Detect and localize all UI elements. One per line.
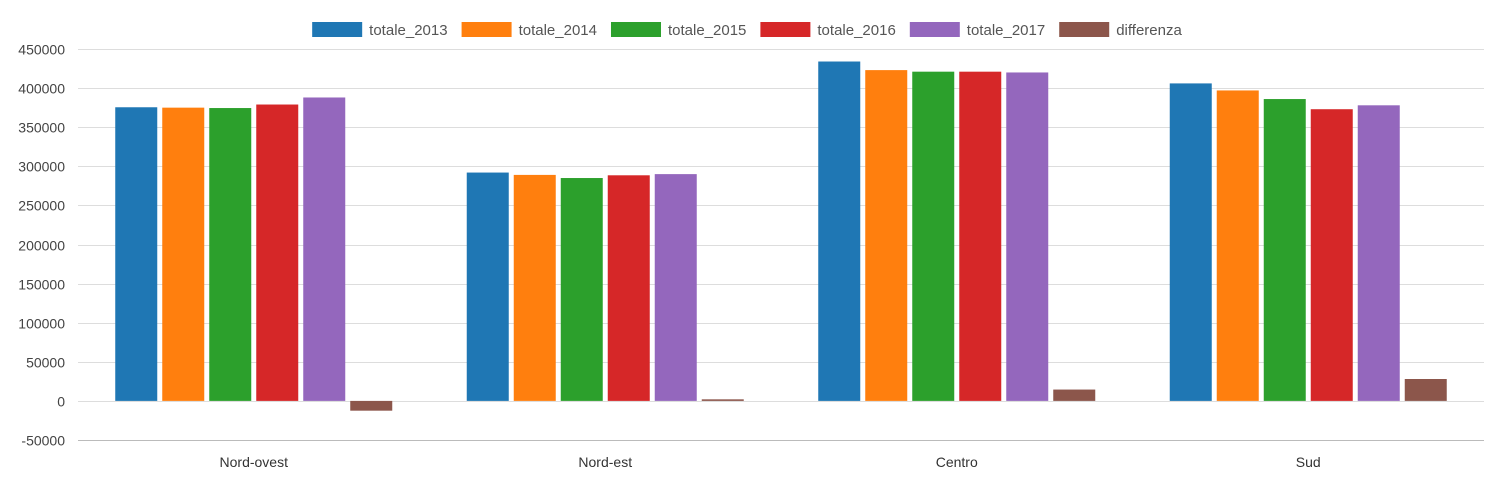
y-tick-label: 0 [57,394,65,410]
bar-totale_2016-Sud[interactable] [1310,109,1353,401]
bar-totale_2016-Nord-est[interactable] [607,175,650,401]
x-tick-label: Sud [1296,454,1321,470]
y-tick-label: 300000 [18,159,65,175]
bar-totale_2015-Centro[interactable] [912,71,955,401]
legend-swatch [461,22,512,37]
legend-label: totale_2017 [967,22,1045,39]
bar-totale_2017-Nord-ovest[interactable] [303,97,346,401]
legend-item-totale_2016[interactable]: totale_2016 [760,22,896,39]
bar-totale_2017-Centro[interactable] [1006,72,1049,401]
y-tick-label: 50000 [26,355,65,371]
legend-swatch [760,22,811,37]
bar-totale_2017-Sud[interactable] [1357,105,1400,401]
legend-label: differenza [1116,22,1182,39]
legend-swatch [1059,22,1110,37]
bar-totale_2014-Nord-ovest[interactable] [162,107,205,401]
legend-label: totale_2015 [668,22,746,39]
legend-item-totale_2014[interactable]: totale_2014 [461,22,597,39]
bar-totale_2014-Centro[interactable] [865,70,908,401]
bar-totale_2015-Nord-ovest[interactable] [209,108,252,401]
x-tick-label: Nord-est [578,454,632,470]
legend-item-totale_2013[interactable]: totale_2013 [312,22,448,39]
legend-swatch [909,22,960,37]
y-tick-label: 200000 [18,238,65,254]
bar-differenza-Nord-ovest[interactable] [350,400,393,411]
bar-totale_2013-Sud[interactable] [1169,83,1212,401]
bar-differenza-Nord-est[interactable] [701,399,744,401]
bar-differenza-Centro[interactable] [1053,389,1096,401]
bar-totale_2016-Nord-ovest[interactable] [256,104,299,401]
y-tick-label: 150000 [18,277,65,293]
bars [115,61,1447,411]
bar-totale_2017-Nord-est[interactable] [654,174,697,401]
legend-item-totale_2017[interactable]: totale_2017 [909,22,1045,39]
bar-totale_2016-Centro[interactable] [959,71,1002,401]
legend-label: totale_2016 [817,22,895,39]
y-tick-label: 350000 [18,120,65,136]
legend-swatch [610,22,661,37]
y-tick-label: 250000 [18,198,65,214]
y-tick-label: 100000 [18,316,65,332]
legend-label: totale_2014 [519,22,597,39]
bar-totale_2014-Sud[interactable] [1216,90,1259,401]
y-tick-label: -50000 [21,433,65,449]
bar-totale_2013-Nord-est[interactable] [466,172,509,401]
y-tick-label: 450000 [18,42,65,58]
x-tick-label: Centro [936,454,978,470]
legend-item-totale_2015[interactable]: totale_2015 [610,22,746,39]
bar-totale_2015-Sud[interactable] [1263,99,1306,401]
bar-totale_2013-Nord-ovest[interactable] [115,107,158,401]
bar-totale_2014-Nord-est[interactable] [513,174,556,401]
bar-differenza-Sud[interactable] [1404,379,1447,401]
x-axis: Nord-ovest Nord-est Centro Sud [220,454,1321,470]
bar-totale_2015-Nord-est[interactable] [560,178,603,401]
y-axis-tick-labels: 450000 400000 350000 300000 250000 200000 1500… [18,42,65,449]
bar-totale_2013-Centro[interactable] [818,61,861,401]
legend-item-differenza[interactable]: differenza [1059,22,1182,39]
legend-swatch [312,22,363,37]
legend: totale_2013 totale_2014 totale_2015 totale_… [312,22,1182,39]
legend-label: totale_2013 [369,22,447,39]
y-tick-label: 400000 [18,81,65,97]
x-tick-label: Nord-ovest [220,454,289,470]
